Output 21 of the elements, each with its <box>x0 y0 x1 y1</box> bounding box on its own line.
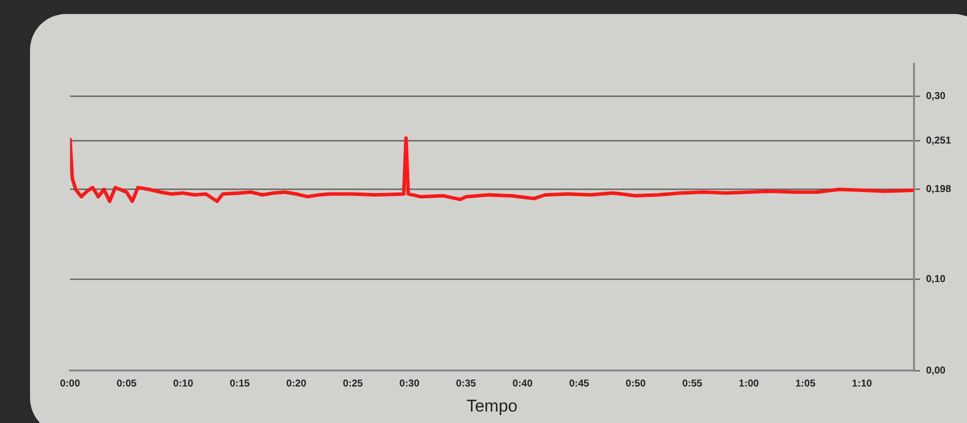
x-tick-label: 0:00 <box>60 378 80 390</box>
x-tick-label: 0:50 <box>626 378 646 390</box>
x-tick-label: 0:30 <box>399 378 420 390</box>
y-tick-label: 0,30 <box>926 90 946 102</box>
x-tick-label: 0:15 <box>230 378 250 390</box>
x-axis-title: Tempo <box>466 396 518 416</box>
x-tick-label: 0:55 <box>682 378 703 390</box>
x-tick-label: 0:05 <box>116 378 138 390</box>
x-tick-label: 1:10 <box>852 378 872 390</box>
x-tick-label: 0:25 <box>342 378 364 390</box>
x-tick-label: 0:40 <box>512 378 533 390</box>
x-tick-label: 0:35 <box>456 378 476 390</box>
x-tick-label: 1:05 <box>795 378 816 390</box>
x-tick-label: 1:00 <box>738 378 760 390</box>
y-tick-label: 0,00 <box>926 365 946 376</box>
x-tick-label: 0:10 <box>173 378 194 390</box>
y-tick-label: 0,251 <box>926 136 952 147</box>
x-tick-label: 0:20 <box>286 378 307 390</box>
y-tick-label: 0,10 <box>926 274 946 285</box>
y-tick-label: 0,198 <box>926 184 952 196</box>
x-tick-label: 0:45 <box>569 378 590 390</box>
